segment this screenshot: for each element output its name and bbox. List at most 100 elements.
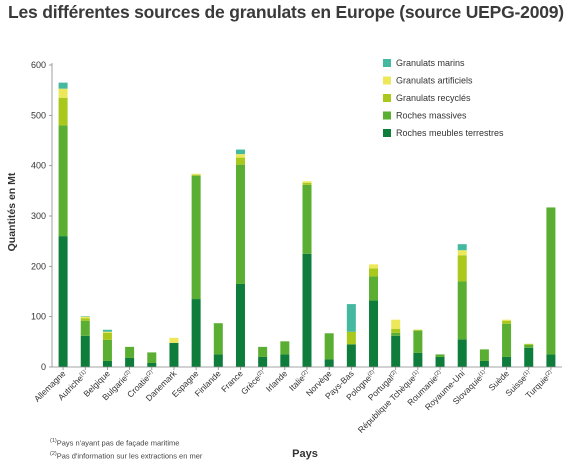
bar-segment <box>125 346 135 358</box>
bar-segment <box>413 330 423 353</box>
footnote-1: (1)Pays n'ayant pas de façade maritime <box>50 436 202 449</box>
bar-segment <box>524 347 534 367</box>
bar-segment <box>191 175 201 300</box>
y-tick-label: 500 <box>31 110 46 120</box>
x-tick-label: Grèce(2) <box>239 368 267 396</box>
bar-segment <box>235 164 245 284</box>
legend: Granulats marins Granulats artificiels Gra… <box>383 58 504 138</box>
bar-segment <box>457 255 467 282</box>
bar-segment <box>457 339 467 367</box>
bar-segment <box>524 344 534 348</box>
legend-swatch <box>383 59 391 67</box>
bar-segment <box>258 346 268 357</box>
bar-segment <box>502 319 512 321</box>
legend-swatch <box>383 94 391 102</box>
bar-segment <box>435 356 445 367</box>
bar-segment <box>479 360 489 367</box>
bar-segment <box>147 362 157 367</box>
bar-segment <box>324 333 334 360</box>
legend-swatch <box>383 129 391 137</box>
bar-segment <box>80 316 90 317</box>
bar-segment <box>302 182 312 185</box>
x-tick-label: Irlande <box>264 368 290 394</box>
bar-segment <box>169 337 179 343</box>
legend-label: Roches massives <box>396 111 467 121</box>
bar-segment <box>235 283 245 367</box>
bar-segment <box>391 319 401 329</box>
x-axis-label: Pays <box>292 448 318 460</box>
y-tick-label: 600 <box>31 60 46 70</box>
y-tick-label: 400 <box>31 161 46 171</box>
legend-label: Granulats recyclés <box>396 93 471 103</box>
bar-segment <box>102 331 112 333</box>
bars <box>58 82 556 367</box>
bar-segment <box>369 276 379 301</box>
bar-segment <box>280 354 290 367</box>
footnote-mark: (2) <box>50 450 57 457</box>
bar-segment <box>302 253 312 367</box>
bar-segment <box>546 354 556 367</box>
bar-segment <box>235 154 245 158</box>
bar-segment <box>413 352 423 367</box>
bar-segment <box>346 344 356 367</box>
bar-segment <box>457 250 467 256</box>
footnote-mark: (1) <box>50 438 57 444</box>
legend-label: Granulats marins <box>396 58 465 68</box>
bar-segment <box>191 174 201 176</box>
bar-segment <box>502 356 512 367</box>
bar-segment <box>369 300 379 367</box>
y-tick-label: 0 <box>41 362 46 372</box>
y-axis-label: Quantités en Mt <box>6 172 18 251</box>
bar-segment <box>369 268 379 277</box>
bar-segment <box>435 354 445 357</box>
bar-segment <box>102 339 112 361</box>
bar-segment <box>391 328 401 333</box>
bar-segment <box>346 304 356 332</box>
footnote-text: Pays n'ayant pas de façade maritime <box>56 438 180 448</box>
bar-segment <box>391 332 401 336</box>
bar-segment <box>391 335 401 367</box>
bar-segment <box>457 281 467 340</box>
bar-segment <box>369 264 379 269</box>
bar-segment <box>546 207 556 355</box>
bar-segment <box>169 342 179 367</box>
x-axis: AllemagneAutriche(1)BelgiqueBulgarie(2)C… <box>32 366 562 435</box>
bar-segment <box>125 357 135 367</box>
bar-segment <box>102 329 112 332</box>
bar-segment <box>191 299 201 367</box>
bar-segment <box>524 343 534 345</box>
bar-segment <box>324 359 334 367</box>
bar-segment <box>58 97 68 126</box>
bar-segment <box>502 320 512 324</box>
bar-segment <box>346 331 356 345</box>
bar-segment <box>502 323 512 357</box>
bar-segment <box>213 323 223 355</box>
bar-segment <box>80 316 90 319</box>
bar-segment <box>147 352 157 363</box>
legend-label: Roches meubles terrestres <box>396 128 504 138</box>
bar-segment <box>280 341 290 355</box>
footnote-text: Pas d'information sur les extractions en… <box>56 451 203 460</box>
bar-segment <box>80 320 90 336</box>
y-tick-label: 200 <box>31 261 46 271</box>
bar-segment <box>235 157 245 165</box>
bar-segment <box>58 82 68 89</box>
bar-segment <box>302 181 312 183</box>
bar-segment <box>302 184 312 254</box>
bar-segment <box>258 356 268 367</box>
bar-segment <box>58 125 68 237</box>
bar-segment <box>213 354 223 367</box>
y-tick-label: 300 <box>31 211 46 221</box>
bar-segment <box>479 349 489 361</box>
bar-segment <box>80 335 90 367</box>
legend-swatch <box>383 76 391 85</box>
footnotes: (1)Pays n'ayant pas de façade maritime (… <box>50 436 202 461</box>
bar-segment <box>80 318 90 321</box>
bar-segment <box>457 244 467 251</box>
bar-segment <box>58 236 68 367</box>
bar-segment <box>58 88 68 98</box>
bar-segment <box>102 360 112 367</box>
bar-segment <box>191 173 201 175</box>
bar-segment <box>235 149 245 155</box>
